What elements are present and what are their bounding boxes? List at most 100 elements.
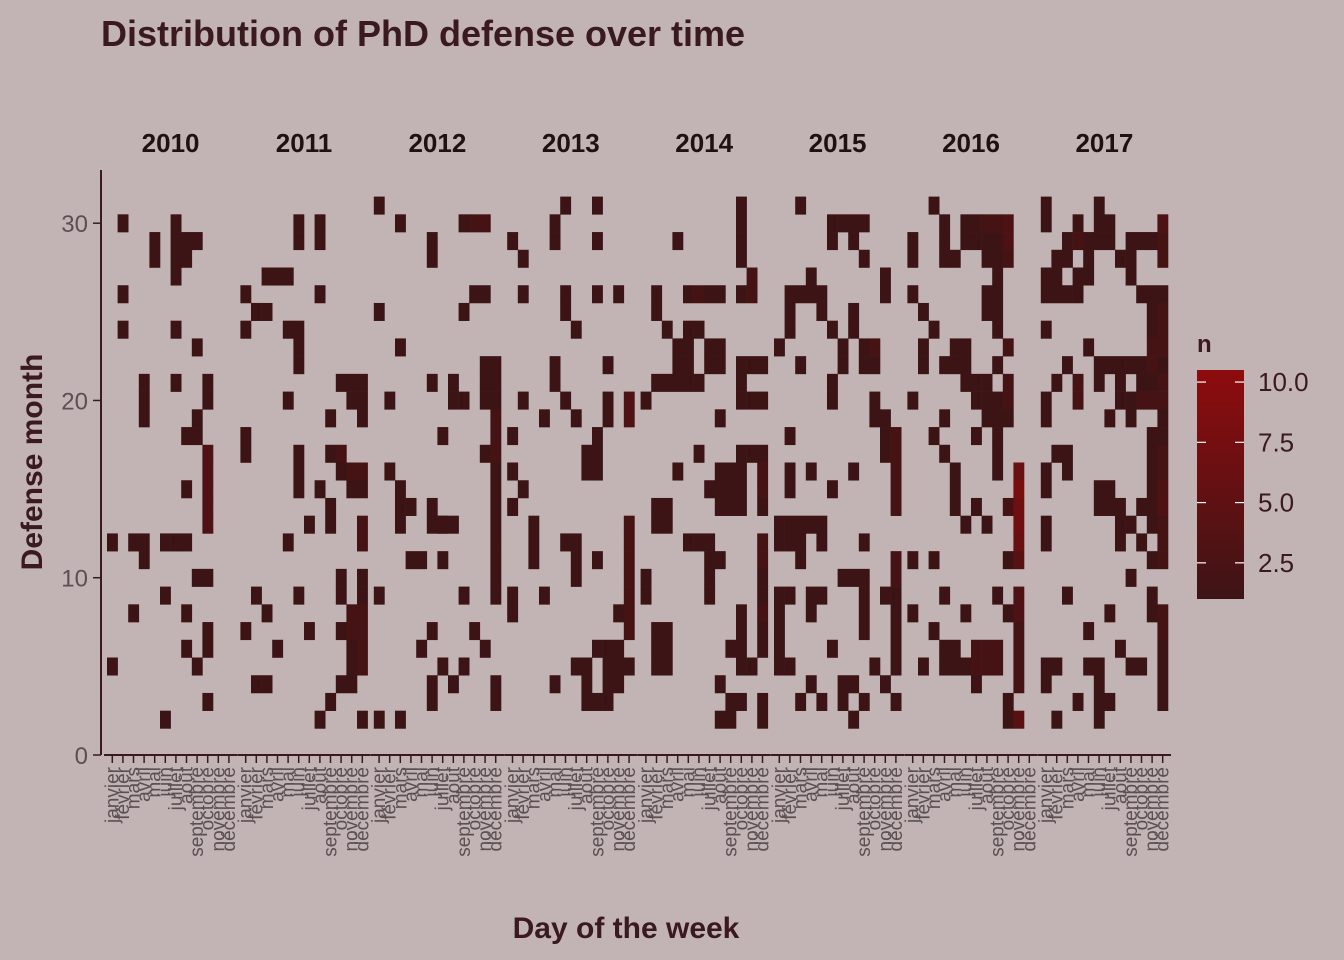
heatmap-cell: [581, 462, 593, 481]
x-tick-label: septembre: [454, 767, 475, 857]
heatmap-cell: [479, 285, 491, 304]
heatmap-cell: [890, 497, 902, 516]
heatmap-cell: [490, 373, 502, 392]
heatmap-cell: [437, 427, 449, 446]
heatmap-cell: [517, 391, 529, 410]
heatmap-cell: [1146, 462, 1158, 481]
heatmap-cell: [117, 320, 129, 339]
heatmap-cell: [1013, 497, 1025, 516]
heatmap-cell: [1051, 710, 1063, 729]
heatmap-cell: [395, 515, 406, 534]
heatmap-cell: [357, 710, 368, 729]
x-tick-label: avril: [1068, 767, 1089, 802]
x-tick-label: octobre: [331, 767, 352, 830]
heatmap-cell: [757, 710, 769, 729]
heatmap-cell: [335, 568, 347, 587]
heatmap-cell: [293, 338, 305, 357]
heatmap-cell: [570, 568, 582, 587]
x-tick-label: mars: [924, 767, 945, 809]
heatmap-cell: [592, 462, 603, 481]
heatmap-cell: [170, 267, 182, 286]
heatmap-cell: [272, 267, 284, 286]
heatmap-cell: [138, 391, 150, 410]
heatmap-cell: [816, 302, 828, 321]
heatmap-cell: [661, 320, 673, 339]
heatmap-cell: [880, 444, 891, 463]
heatmap-cell: [683, 338, 694, 357]
heatmap-cell: [346, 391, 358, 410]
heatmap-cell: [784, 462, 796, 481]
x-tick-label: août: [1110, 766, 1131, 804]
heatmap-cell: [736, 692, 747, 711]
legend-tick-label: 7.5: [1258, 427, 1294, 457]
heatmap-cell: [736, 196, 747, 215]
heatmap-cell: [528, 533, 540, 552]
x-tick-label: octobre: [731, 767, 752, 830]
heatmap-cell: [736, 285, 747, 304]
heatmap-cell: [714, 409, 726, 428]
heatmap-cell: [1115, 515, 1126, 534]
heatmap-cell: [939, 356, 951, 375]
heatmap-cell: [1157, 692, 1169, 711]
heatmap-cell: [458, 391, 470, 410]
x-tick-label: juillet: [833, 766, 854, 811]
heatmap-cell: [949, 497, 961, 516]
x-tick-label: novembre: [1142, 767, 1163, 852]
heatmap-cell: [827, 320, 838, 339]
x-tick-label: octobre: [465, 767, 486, 830]
heatmap-cell: [848, 302, 860, 321]
heatmap-cell: [714, 338, 726, 357]
heatmap-cell: [858, 249, 870, 268]
x-tick-label: octobre: [865, 767, 886, 830]
x-tick-label: février: [513, 766, 534, 819]
heatmap-cell: [282, 533, 294, 552]
heatmap-cell: [805, 462, 817, 481]
x-tick-label: mai: [812, 767, 833, 798]
heatmap-cell: [1040, 267, 1052, 286]
heatmap-cell: [314, 480, 326, 499]
heatmap-cell: [304, 515, 315, 534]
heatmap-cell: [816, 586, 828, 605]
heatmap-cell: [1125, 356, 1137, 375]
x-tick-label: mai: [145, 767, 166, 798]
heatmap-cell: [971, 427, 982, 446]
heatmap-cell: [458, 302, 470, 321]
heatmap-cell: [704, 533, 716, 552]
heatmap-cell: [746, 657, 758, 676]
heatmap-cell: [138, 373, 150, 392]
heatmap-cell: [1115, 639, 1126, 658]
heatmap-cell: [490, 568, 502, 587]
heatmap-cell: [1093, 196, 1105, 215]
heatmap-cell: [293, 356, 305, 375]
heatmap-cell: [1093, 214, 1105, 233]
heatmap-cell: [251, 675, 262, 694]
x-tick-label: décembre: [619, 767, 640, 852]
x-tick-label: août: [844, 766, 865, 804]
heatmap-cell: [517, 285, 529, 304]
heatmap-cell: [837, 568, 849, 587]
heatmap-cell: [981, 214, 993, 233]
x-tick-label: avril: [668, 767, 689, 802]
facet-panel-2015: 2015 janvierfévriermarsavrilmaijuinjuille…: [769, 128, 907, 857]
heatmap-cell: [918, 657, 929, 676]
heatmap-cell: [335, 444, 347, 463]
heatmap-cell: [261, 675, 273, 694]
heatmap-cell: [426, 675, 438, 694]
heatmap-cell: [1051, 249, 1063, 268]
heatmap-cell: [1072, 391, 1084, 410]
heatmap-cell: [581, 692, 593, 711]
heatmap-cell: [507, 604, 519, 623]
x-tick-label: septembre: [721, 767, 742, 857]
heatmap-cell: [736, 657, 747, 676]
heatmap-cell: [918, 338, 929, 357]
heatmap-cell: [848, 568, 860, 587]
heatmap-cell: [181, 480, 193, 499]
heatmap-cell: [117, 285, 129, 304]
heatmap-cell: [816, 533, 828, 552]
heatmap-cell: [837, 356, 849, 375]
heatmap-cell: [1146, 427, 1158, 446]
heatmap-cell: [1146, 444, 1158, 463]
heatmap-cell: [736, 214, 747, 233]
heatmap-cell: [202, 639, 214, 658]
x-tick-label: février: [246, 766, 267, 819]
